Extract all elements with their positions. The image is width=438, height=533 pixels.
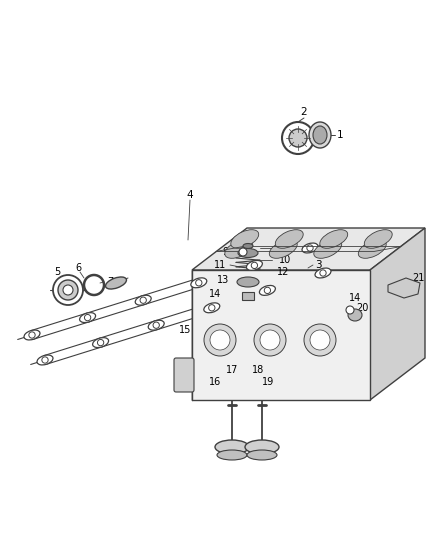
Ellipse shape [217, 450, 247, 460]
Ellipse shape [135, 295, 151, 305]
Polygon shape [192, 270, 370, 400]
Ellipse shape [302, 243, 318, 253]
Ellipse shape [269, 240, 297, 259]
Text: 4: 4 [187, 190, 193, 200]
Ellipse shape [215, 440, 249, 454]
Ellipse shape [348, 309, 362, 321]
Text: 12: 12 [277, 267, 289, 277]
Ellipse shape [204, 303, 220, 313]
Ellipse shape [251, 262, 258, 269]
Circle shape [346, 306, 354, 314]
Ellipse shape [264, 287, 271, 294]
Text: 16: 16 [209, 377, 221, 387]
Ellipse shape [196, 280, 202, 286]
Ellipse shape [313, 126, 327, 144]
Ellipse shape [225, 240, 253, 259]
Ellipse shape [307, 245, 313, 251]
Ellipse shape [245, 440, 279, 454]
FancyBboxPatch shape [174, 358, 194, 392]
Ellipse shape [238, 248, 258, 257]
Ellipse shape [237, 277, 259, 287]
Ellipse shape [92, 337, 109, 348]
Text: 9: 9 [222, 247, 228, 257]
Circle shape [210, 330, 230, 350]
FancyBboxPatch shape [242, 292, 254, 300]
Text: 5: 5 [54, 267, 60, 277]
Text: 21: 21 [412, 273, 424, 283]
Text: 2: 2 [301, 107, 307, 117]
Circle shape [260, 330, 280, 350]
Text: 14: 14 [209, 289, 221, 299]
Ellipse shape [358, 240, 386, 259]
Circle shape [63, 285, 73, 295]
Ellipse shape [37, 355, 53, 365]
Ellipse shape [243, 244, 253, 248]
Text: 11: 11 [214, 260, 226, 270]
Text: 1: 1 [337, 130, 343, 140]
Ellipse shape [153, 322, 159, 328]
Ellipse shape [191, 278, 207, 288]
Ellipse shape [320, 230, 348, 248]
Text: 14: 14 [349, 293, 361, 303]
Ellipse shape [106, 277, 127, 289]
Text: 17: 17 [226, 365, 238, 375]
Text: 19: 19 [262, 377, 274, 387]
Circle shape [289, 129, 307, 147]
Circle shape [58, 280, 78, 300]
Ellipse shape [208, 305, 215, 311]
Ellipse shape [140, 297, 146, 303]
Ellipse shape [309, 122, 331, 148]
Circle shape [204, 324, 236, 356]
Text: 3: 3 [314, 260, 321, 270]
Text: 15: 15 [179, 325, 191, 335]
Ellipse shape [24, 330, 40, 340]
Ellipse shape [259, 286, 276, 295]
Ellipse shape [320, 270, 326, 276]
Circle shape [239, 248, 247, 256]
Ellipse shape [276, 230, 303, 248]
Ellipse shape [247, 450, 277, 460]
Polygon shape [192, 228, 425, 270]
Ellipse shape [80, 313, 95, 322]
Circle shape [310, 330, 330, 350]
Text: 20: 20 [356, 303, 368, 313]
Text: 13: 13 [217, 275, 229, 285]
Circle shape [304, 324, 336, 356]
Polygon shape [388, 278, 420, 298]
Ellipse shape [42, 357, 48, 363]
Ellipse shape [231, 230, 259, 248]
Text: 6: 6 [75, 263, 81, 273]
Circle shape [53, 275, 83, 305]
Circle shape [254, 324, 286, 356]
Ellipse shape [247, 261, 262, 270]
Ellipse shape [315, 268, 331, 278]
Ellipse shape [148, 320, 164, 330]
Ellipse shape [29, 332, 35, 338]
Text: 8: 8 [282, 243, 288, 253]
Text: 7: 7 [107, 277, 113, 287]
Text: 18: 18 [252, 365, 264, 375]
Polygon shape [370, 228, 425, 400]
Ellipse shape [364, 230, 392, 248]
Ellipse shape [97, 340, 104, 346]
Ellipse shape [314, 240, 342, 259]
Text: 10: 10 [279, 255, 291, 265]
Ellipse shape [85, 314, 91, 321]
